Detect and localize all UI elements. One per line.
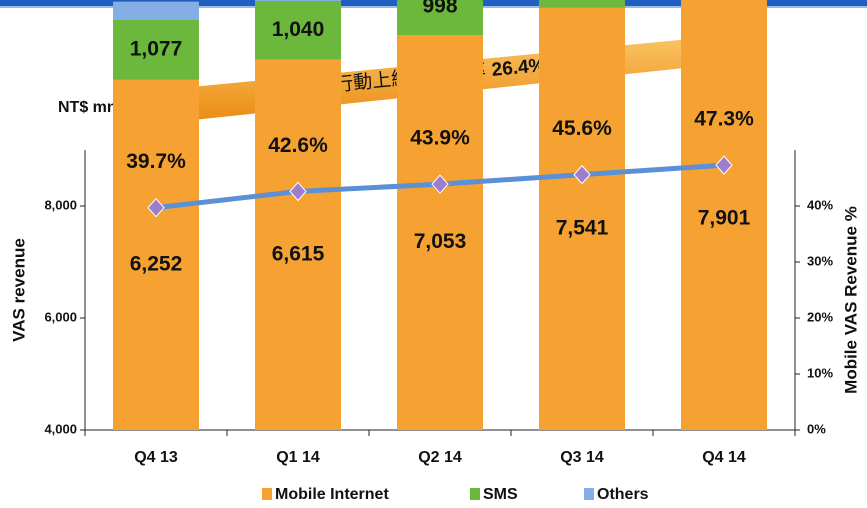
bar-segment bbox=[255, 59, 341, 431]
data-label: 7,053 bbox=[414, 230, 467, 253]
line-label: 42.6% bbox=[268, 134, 328, 157]
data-label: 1,040 bbox=[272, 18, 325, 41]
bar-segment bbox=[255, 1, 341, 60]
arrow-highlight: 26.4% bbox=[491, 55, 547, 81]
line-marker bbox=[289, 181, 307, 202]
x-tick-label: Q2 14 bbox=[418, 449, 462, 466]
y2-tick-label: 30% bbox=[807, 253, 833, 268]
data-label: 7,541 bbox=[556, 216, 609, 239]
data-label: 7,901 bbox=[698, 206, 751, 229]
bar-segment bbox=[113, 1, 199, 20]
line-label: 47.3% bbox=[694, 108, 754, 131]
legend-swatch bbox=[262, 488, 272, 500]
x-tick-label: Q4 14 bbox=[702, 449, 746, 466]
x-tick-label: Q4 13 bbox=[134, 449, 178, 466]
y2-tick-label: 20% bbox=[807, 309, 833, 324]
line-marker bbox=[573, 164, 591, 185]
data-label: 998 bbox=[422, 0, 457, 18]
data-label: 1,077 bbox=[130, 37, 183, 60]
y2-tick-label: 40% bbox=[807, 197, 833, 212]
bar-segment bbox=[113, 79, 199, 430]
legend-swatch bbox=[584, 488, 594, 500]
y2-tick-label: 0% bbox=[807, 421, 826, 436]
x-tick-label: Q1 14 bbox=[276, 449, 320, 466]
bar-segment bbox=[113, 19, 199, 80]
x-tick-label: Q3 14 bbox=[560, 449, 604, 466]
bar-segment bbox=[397, 0, 483, 36]
line-marker bbox=[715, 155, 733, 175]
y-tick-label: 4,000 bbox=[44, 421, 77, 436]
y2-tick-label: 10% bbox=[807, 365, 833, 380]
y-tick-label: 6,000 bbox=[44, 309, 77, 324]
line-marker bbox=[147, 197, 165, 218]
bar-segment bbox=[539, 7, 625, 430]
line-label: 39.7% bbox=[126, 150, 186, 173]
legend-label: Others bbox=[597, 486, 649, 503]
bar-segment bbox=[397, 35, 483, 430]
legend-label: SMS bbox=[483, 486, 518, 503]
line-label: 45.6% bbox=[552, 117, 612, 140]
data-label: 6,615 bbox=[272, 242, 325, 265]
bar-segment bbox=[539, 0, 625, 8]
line-marker bbox=[431, 174, 449, 194]
bar-segment bbox=[255, 0, 341, 2]
legend-swatch bbox=[470, 488, 480, 500]
y2-axis-label: Mobile VAS Revenue % bbox=[841, 206, 860, 394]
bar-segment bbox=[681, 0, 767, 430]
legend-label: Mobile Internet bbox=[275, 486, 389, 503]
y-tick-label: 8,000 bbox=[44, 197, 77, 212]
line-label: 43.9% bbox=[410, 127, 470, 150]
y-axis-label: VAS revenue bbox=[9, 238, 28, 342]
data-label: 6,252 bbox=[130, 252, 183, 275]
unit-label: NT$ mn bbox=[58, 99, 117, 116]
